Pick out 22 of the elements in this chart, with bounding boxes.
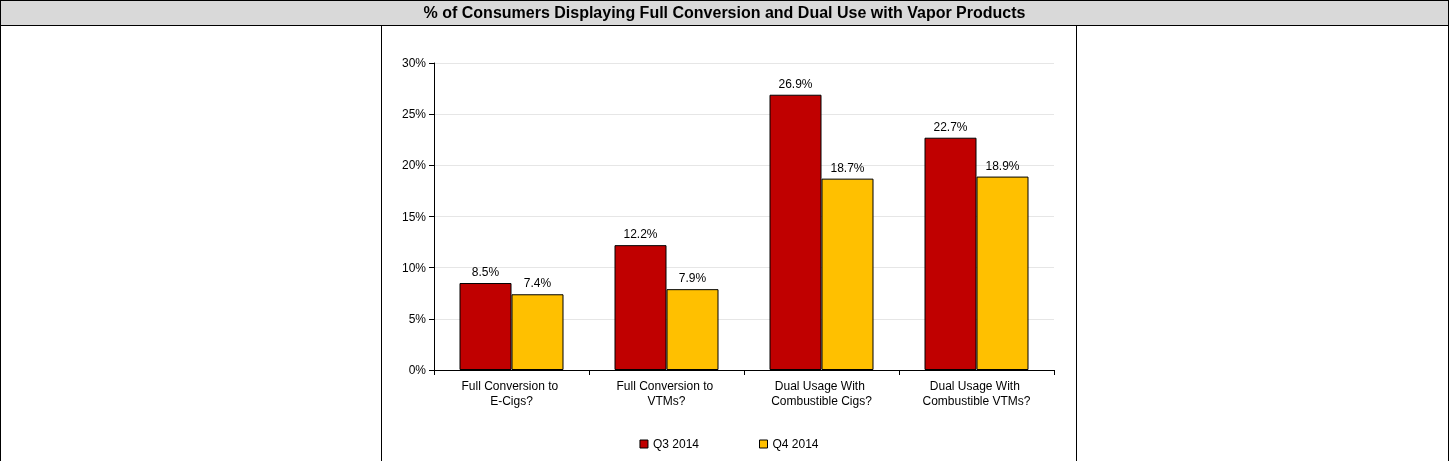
x-tick-label: Full Conversion to E-Cigs? xyxy=(461,378,562,408)
x-tick-label: Dual Usage With Combustible VTMs? xyxy=(922,378,1031,408)
y-tick-label: 10% xyxy=(401,260,427,275)
data-label: 26.9% xyxy=(778,76,813,91)
data-label: 7.9% xyxy=(678,271,707,286)
x-tick-label: Dual Usage With Combustible Cigs? xyxy=(771,378,873,408)
legend-label: Q3 2014 xyxy=(652,437,700,451)
y-tick-label: 25% xyxy=(401,107,427,122)
data-label: 18.9% xyxy=(985,158,1020,173)
legend-label: Q4 2014 xyxy=(772,437,819,451)
data-label: 22.7% xyxy=(933,119,968,134)
data-label: 18.7% xyxy=(830,160,865,175)
data-label: 8.5% xyxy=(471,265,500,280)
y-tick-label: 20% xyxy=(401,158,427,173)
data-label: 7.4% xyxy=(523,276,552,291)
y-tick-label: 5% xyxy=(408,311,427,326)
y-tick-label: 30% xyxy=(401,56,427,70)
x-tick-label: Full Conversion to VTMs? xyxy=(616,378,717,408)
chart-title: % of Consumers Displaying Full Conversion and Dual Use with Vapor Products xyxy=(1,0,1448,26)
data-label: 12.2% xyxy=(623,227,658,242)
y-tick-label: 15% xyxy=(401,209,427,224)
y-tick-label: 0% xyxy=(408,363,427,377)
